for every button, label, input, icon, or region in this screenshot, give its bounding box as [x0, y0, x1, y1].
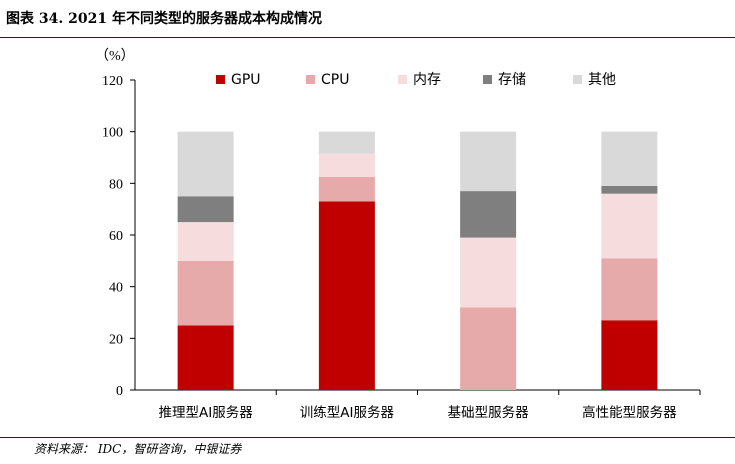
bar-segment-CPU [460, 307, 517, 390]
bar-segment-内存 [601, 193, 658, 259]
stacked-bar-chart: （%） 0 20 40 60 80 100 120 推理型AI服务器 训练型AI服务器 基础型服… [95, 48, 701, 421]
bars [177, 131, 658, 390]
bar-segment-内存 [177, 222, 234, 261]
legend-swatch [216, 75, 225, 84]
bar-segment-CPU [318, 176, 375, 202]
legend-swatch [398, 75, 407, 84]
legend-swatch [573, 75, 582, 84]
legend-label: 其他 [588, 72, 616, 88]
x-tick-labels: 推理型AI服务器 训练型AI服务器 基础型服务器 高性能型服务器 [159, 404, 678, 421]
legend-swatch [306, 75, 315, 84]
bar-segment-其他 [318, 131, 375, 154]
legend-label: CPU [321, 72, 349, 88]
bar-segment-内存 [460, 237, 517, 308]
source-note: 资料来源： IDC，智研咨询，中银证券 [34, 442, 242, 456]
legend-label: 存储 [498, 72, 526, 88]
bar-segment-其他 [460, 131, 517, 192]
y-tick-label: 20 [109, 332, 123, 347]
bar-segment-GPU [177, 325, 234, 390]
title-divider [0, 37, 735, 38]
bar-segment-存储 [460, 191, 517, 238]
y-tick-label: 40 [109, 281, 123, 296]
bar-segment-GPU [318, 201, 375, 390]
bar-segment-CPU [601, 258, 658, 321]
x-tick-label: 推理型AI服务器 [159, 405, 254, 421]
x-tick-label: 高性能型服务器 [582, 404, 677, 421]
bar-segment-存储 [601, 185, 658, 194]
bar-segment-GPU [601, 320, 658, 390]
legend-label: 内存 [413, 72, 441, 88]
legend-swatch [483, 75, 492, 84]
y-axis-unit-label: （%） [95, 48, 135, 64]
y-tick-label: 100 [102, 126, 123, 141]
bar-segment-其他 [177, 131, 234, 197]
x-tick-label: 基础型服务器 [448, 404, 529, 421]
y-tick-label: 120 [102, 74, 123, 89]
bar-segment-CPU [177, 260, 234, 326]
y-tick-label: 60 [109, 229, 123, 244]
figure-title: 图表 34. 2021 年不同类型的服务器成本构成情况 [6, 11, 322, 27]
bar-segment-内存 [318, 153, 375, 177]
x-tick-label: 训练型AI服务器 [300, 405, 395, 421]
bar-segment-存储 [177, 196, 234, 223]
source-divider [0, 437, 735, 438]
legend-label: GPU [231, 72, 261, 88]
y-tick-label: 0 [116, 384, 123, 399]
bar-segment-其他 [601, 131, 658, 186]
y-tick-label: 80 [109, 177, 123, 192]
legend: GPU CPU 内存 存储 其他 [216, 72, 616, 88]
